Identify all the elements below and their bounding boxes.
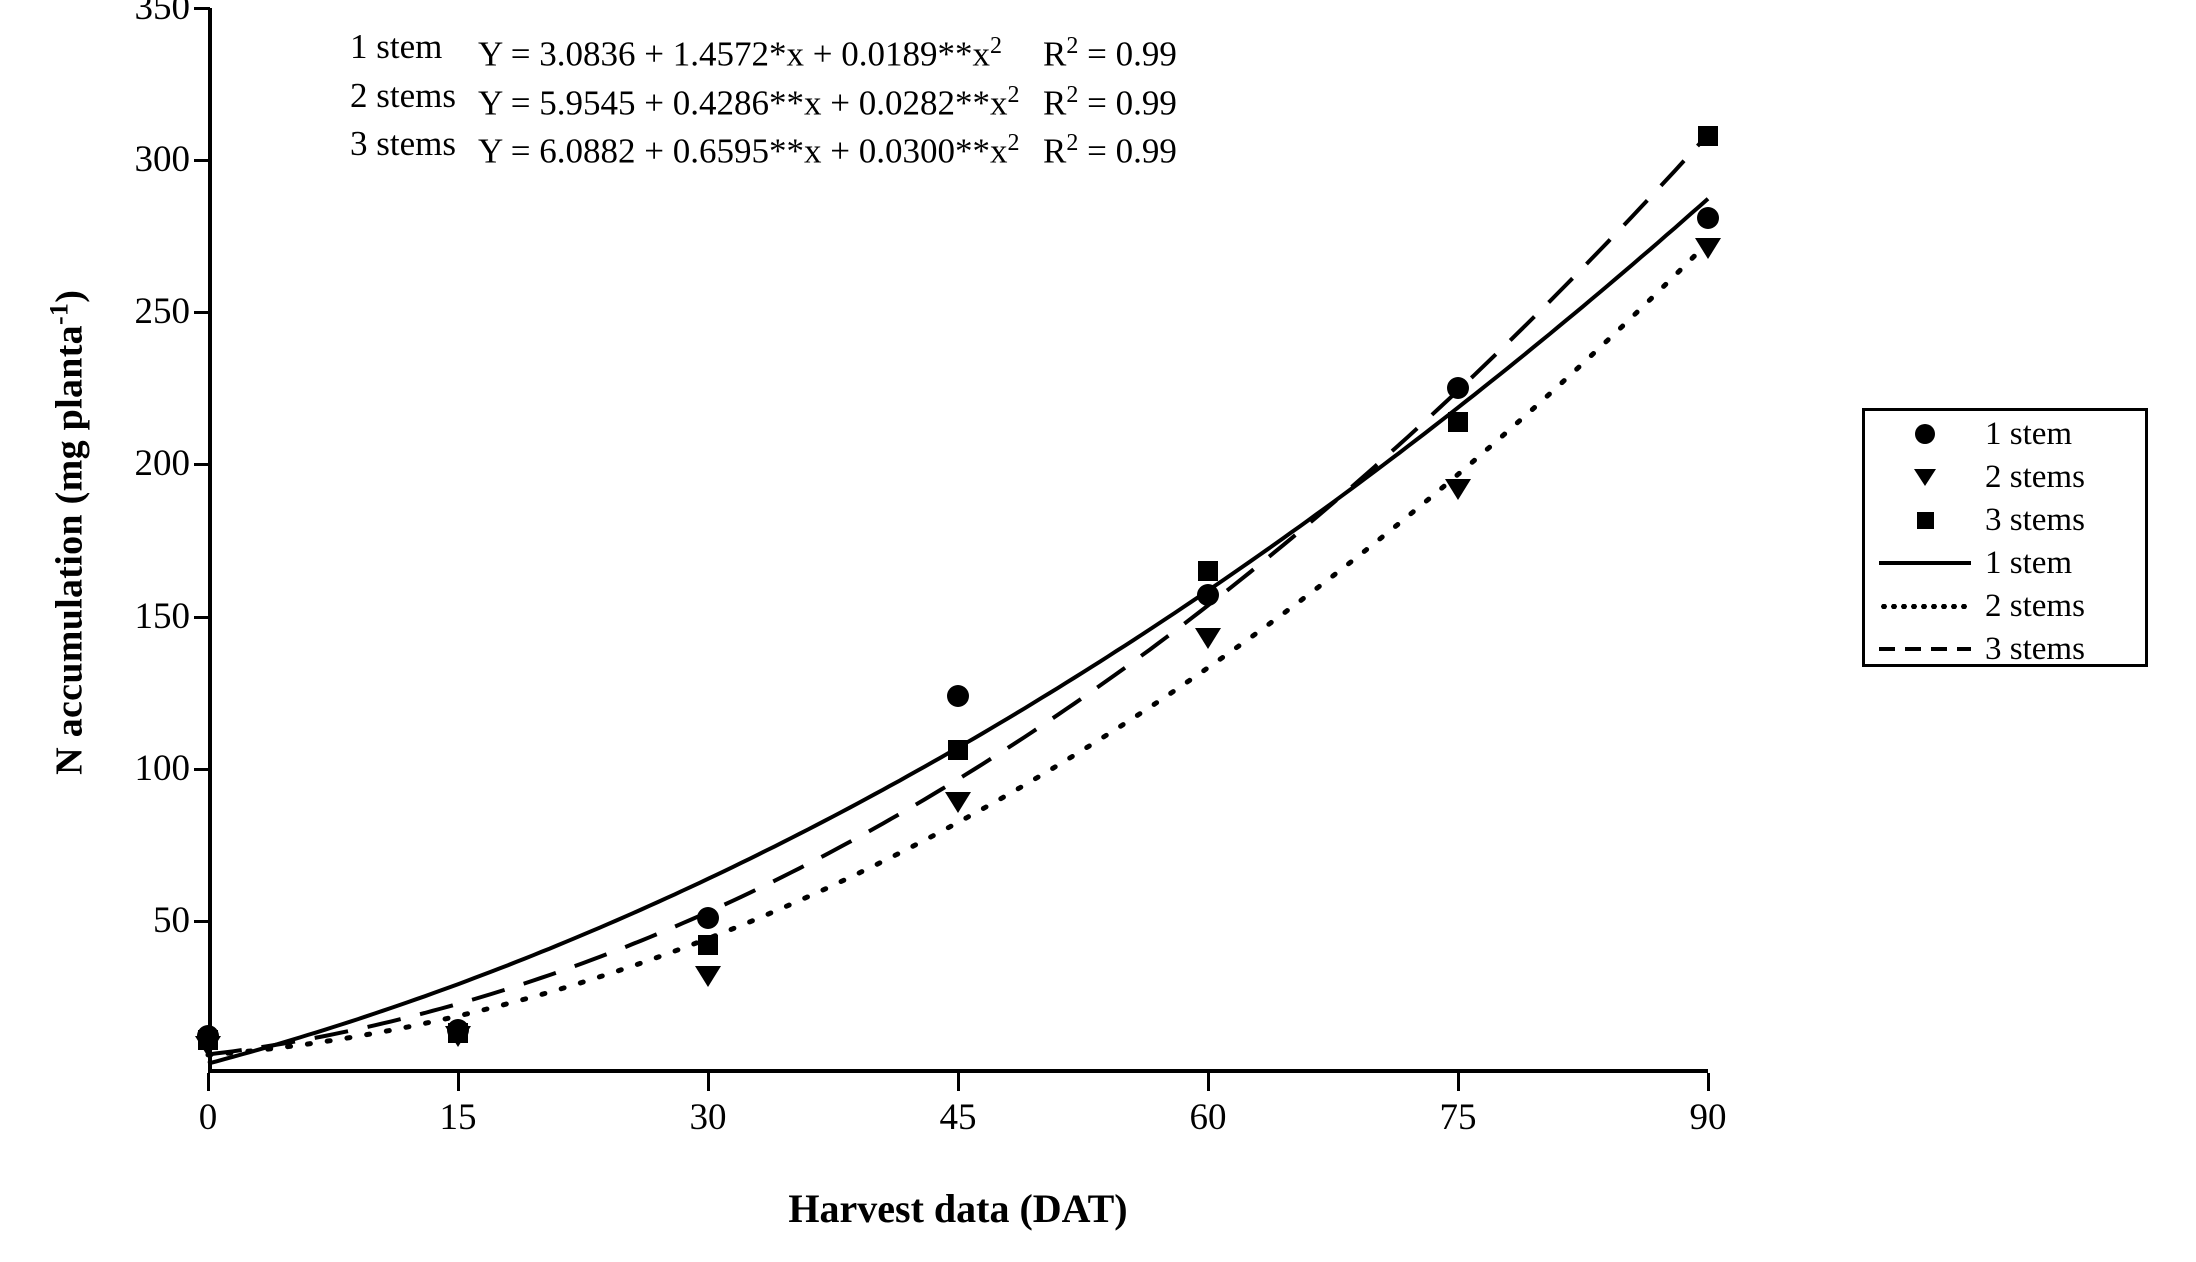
data-point-square	[448, 1023, 468, 1044]
y-tick-mark	[194, 311, 210, 315]
legend-box: 1 stem 2 stems 3 stems 1 stem 2 stems 3 stems	[1862, 408, 2148, 667]
triangle-icon	[1914, 468, 1936, 486]
equation-r-squared: R2 = 0.99	[1043, 81, 1177, 123]
data-point-square	[1698, 125, 1718, 146]
y-tick-mark	[194, 7, 210, 10]
equation-r-squared: R2 = 0.99	[1043, 33, 1177, 74]
equation-series-name: 2 stems	[350, 75, 456, 115]
legend-key	[1865, 561, 1985, 565]
data-point-triangle	[1195, 627, 1221, 649]
data-point-square	[198, 1029, 218, 1050]
data-point-triangle	[1695, 238, 1721, 260]
x-tick-label: 75	[1439, 1097, 1477, 1138]
equation-row: 3 stems Y = 6.0882 + 0.6595**x + 0.0300**…	[350, 123, 1243, 172]
legend-label: 1 stem	[1985, 544, 2073, 581]
x-tick-label: 90	[1689, 1097, 1727, 1138]
equation-row: 2 stems Y = 5.9545 + 0.4286**x + 0.0282**…	[350, 75, 1243, 124]
solid-line-icon	[1879, 561, 1971, 565]
data-point-triangle	[945, 792, 971, 814]
dashed-line-icon	[1879, 647, 1971, 651]
legend-item: 1 stem	[1865, 543, 2145, 583]
equation-annotations: 1 stem Y = 3.0836 + 1.4572*x + 0.0189**x2…	[350, 26, 1243, 172]
dotted-line-icon	[1879, 603, 1971, 609]
data-point-square	[698, 935, 718, 956]
data-point-square	[948, 740, 968, 761]
legend-label: 3 stems	[1985, 501, 2085, 538]
legend-label: 2 stems	[1985, 587, 2085, 624]
legend-item: 2 stems	[1865, 457, 2145, 497]
x-axis-line	[208, 1069, 1708, 1073]
data-point-circle	[697, 906, 719, 929]
legend-label: 2 stems	[1985, 458, 2085, 495]
circle-icon	[1915, 424, 1935, 444]
legend-key	[1865, 468, 1985, 486]
y-tick-label: 100	[134, 747, 191, 789]
equation-series-name: 3 stems	[350, 124, 456, 164]
data-point-circle	[947, 684, 969, 707]
equation-series-name: 1 stem	[350, 27, 443, 66]
legend-label: 1 stem	[1985, 415, 2073, 452]
legend-key	[1865, 647, 1985, 651]
y-tick-mark	[194, 919, 210, 923]
y-tick-mark	[194, 159, 210, 163]
legend-item: 2 stems	[1865, 586, 2145, 626]
data-point-square	[1448, 411, 1468, 432]
x-tick-mark	[1207, 1073, 1210, 1091]
curve-dotted	[205, 240, 1711, 1058]
data-point-circle	[1197, 584, 1219, 607]
x-tick-mark	[957, 1073, 960, 1091]
x-axis-title: Harvest data (DAT)	[788, 1186, 1128, 1231]
data-point-triangle	[695, 965, 721, 987]
square-icon	[1916, 511, 1934, 529]
y-tick-label: 200	[134, 443, 191, 485]
equation-expression: Y = 3.0836 + 1.4572*x + 0.0189**x2	[478, 33, 1002, 74]
legend-item: 3 stems	[1865, 500, 2145, 540]
y-tick-mark	[194, 767, 210, 771]
x-tick-label: 0	[198, 1097, 218, 1138]
legend-item: 1 stem	[1865, 414, 2145, 454]
x-tick-mark	[1457, 1073, 1460, 1091]
legend-key	[1865, 511, 1985, 529]
y-axis-line	[208, 8, 212, 1073]
data-point-square	[1198, 560, 1218, 581]
x-tick-label: 15	[439, 1097, 477, 1138]
legend-label: 3 stems	[1985, 630, 2085, 667]
x-tick-label: 60	[1189, 1097, 1227, 1138]
y-tick-label: 50	[153, 899, 190, 941]
data-point-triangle	[1445, 478, 1471, 500]
equation-expression: Y = 5.9545 + 0.4286**x + 0.0282**x2	[478, 81, 1020, 123]
data-point-circle	[1697, 206, 1719, 229]
x-tick-mark	[707, 1073, 710, 1091]
y-tick-label: 350	[134, 0, 191, 28]
x-tick-label: 45	[939, 1097, 977, 1138]
x-tick-label: 30	[689, 1097, 727, 1138]
data-point-circle	[1447, 377, 1469, 400]
equation-row: 1 stem Y = 3.0836 + 1.4572*x + 0.0189**x2…	[350, 26, 1243, 75]
curve-dashed	[207, 133, 1710, 1057]
y-tick-mark	[194, 615, 210, 619]
curve-solid	[207, 197, 1710, 1066]
x-tick-mark	[207, 1073, 210, 1091]
y-tick-label: 250	[134, 291, 191, 333]
legend-key	[1865, 424, 1985, 444]
x-tick-mark	[1707, 1073, 1710, 1091]
legend-key	[1865, 603, 1985, 609]
y-tick-mark	[194, 463, 210, 467]
y-tick-label: 150	[134, 595, 191, 637]
y-tick-label: 300	[134, 139, 191, 181]
x-tick-mark	[457, 1073, 460, 1091]
legend-item: 3 stems	[1865, 629, 2145, 669]
equation-expression: Y = 6.0882 + 0.6595**x + 0.0300**x2	[478, 130, 1020, 171]
equation-r-squared: R2 = 0.99	[1043, 130, 1177, 171]
